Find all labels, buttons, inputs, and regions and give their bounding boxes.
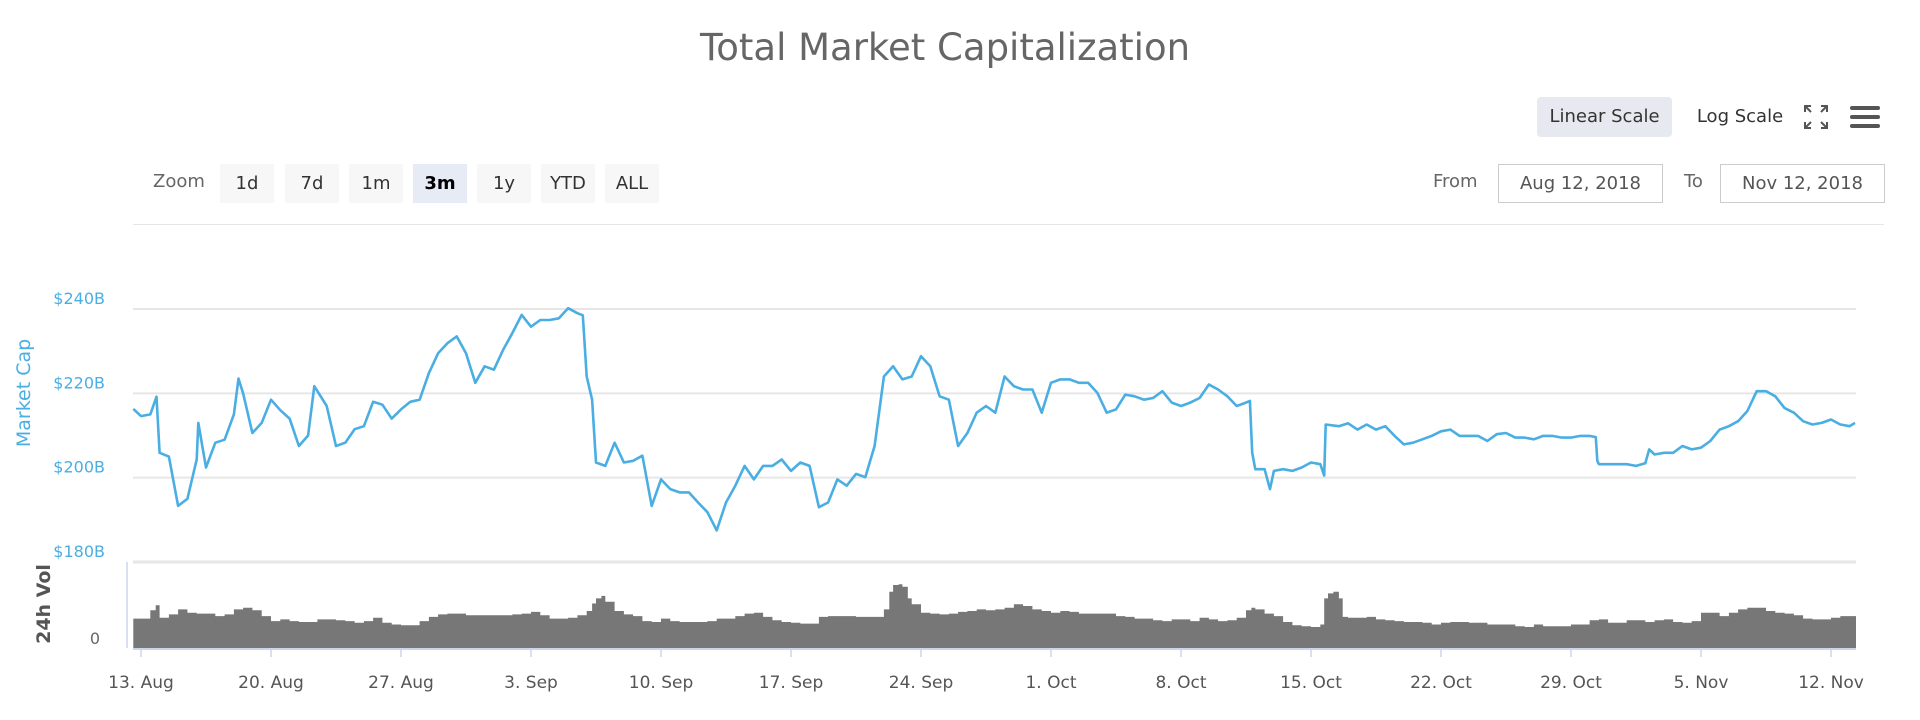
x-tick-label: 17. Sep: [759, 673, 823, 693]
y-tick-label: $180B: [53, 542, 105, 561]
y-axis-title-volume: 24h Vol: [33, 564, 55, 644]
x-tick-label: 10. Sep: [629, 673, 693, 693]
x-tick-label: 8. Oct: [1155, 673, 1206, 693]
volume-y-tick-label: 0: [90, 629, 100, 648]
zoom-3m-button[interactable]: 3m: [413, 164, 467, 203]
log-scale-button[interactable]: Log Scale: [1696, 106, 1784, 127]
market-cap-line: [132, 306, 1856, 532]
zoom-ytd-button[interactable]: YTD: [541, 164, 595, 203]
x-tick-label: 15. Oct: [1280, 673, 1342, 693]
zoom-all-button[interactable]: ALL: [605, 164, 659, 203]
hamburger-menu-icon[interactable]: [1849, 104, 1881, 130]
x-tick-label: 1. Oct: [1025, 673, 1076, 693]
to-date-input[interactable]: Nov 12, 2018: [1720, 164, 1885, 203]
zoom-label: Zoom: [153, 171, 205, 192]
from-label: From: [1433, 171, 1478, 192]
y-axis-title-market-cap: Market Cap: [13, 339, 35, 447]
x-tick-label: 12. Nov: [1798, 673, 1864, 693]
x-tick-label: 24. Sep: [889, 673, 953, 693]
zoom-1y-button[interactable]: 1y: [477, 164, 531, 203]
x-tick-label: 22. Oct: [1410, 673, 1472, 693]
x-tick-label: 5. Nov: [1674, 673, 1729, 693]
from-date-input[interactable]: Aug 12, 2018: [1498, 164, 1663, 203]
to-label: To: [1684, 171, 1703, 192]
volume-area: [133, 584, 1856, 648]
fullscreen-icon[interactable]: [1803, 104, 1829, 130]
x-tick-label: 13. Aug: [108, 673, 174, 693]
y-tick-label: $200B: [53, 458, 105, 477]
y-tick-label: $240B: [53, 289, 105, 308]
zoom-1m-button[interactable]: 1m: [349, 164, 403, 203]
zoom-1d-button[interactable]: 1d: [220, 164, 274, 203]
x-tick-label: 29. Oct: [1540, 673, 1602, 693]
zoom-7d-button[interactable]: 7d: [285, 164, 339, 203]
range-selector-divider: [133, 224, 1884, 225]
y-tick-label: $220B: [53, 373, 105, 392]
chart-title: Total Market Capitalization: [699, 26, 1191, 69]
x-tick-label: 20. Aug: [238, 673, 304, 693]
x-tick-label: 27. Aug: [368, 673, 434, 693]
linear-scale-button[interactable]: Linear Scale: [1537, 97, 1672, 137]
x-tick-label: 3. Sep: [504, 673, 558, 693]
